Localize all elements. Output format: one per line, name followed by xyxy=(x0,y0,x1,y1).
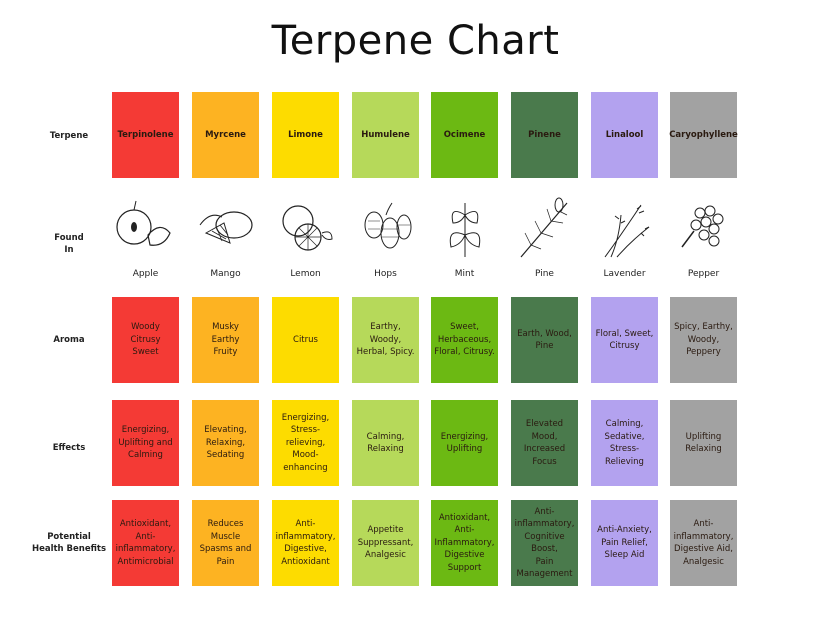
aroma-cell: Earth, Wood, Pine xyxy=(511,297,578,383)
aroma-cell: Musky Earthy Fruity xyxy=(192,297,259,383)
benefits-cell: Anti- inflammatory, Cognitive Boost, Pai… xyxy=(511,500,578,586)
aroma-cell: Citrus xyxy=(272,297,339,383)
benefits-cell: Anti- inflammatory, Digestive, Antioxida… xyxy=(272,500,339,586)
effects-cell: Energizing, Uplifting and Calming xyxy=(112,400,179,486)
row-label-found-in: Found In xyxy=(54,233,84,255)
mango-icon xyxy=(192,195,259,265)
benefits-cell: Reduces Muscle Spasms and Pain xyxy=(192,500,259,586)
found-in-label: Lavender xyxy=(603,269,646,279)
lemon-icon xyxy=(272,195,339,265)
terpene-name-cell: Ocimene xyxy=(431,92,498,178)
found-in-label: Hops xyxy=(374,269,397,279)
aroma-cell: Woody Citrusy Sweet xyxy=(112,297,179,383)
found-in-label: Pepper xyxy=(687,269,720,279)
row-label-benefits: Potential Health Benefits xyxy=(31,532,107,554)
found-in-label: Apple xyxy=(132,269,159,279)
lavender-icon xyxy=(591,195,658,265)
apple-icon xyxy=(112,195,179,265)
terpene-name-cell: Myrcene xyxy=(192,92,259,178)
effects-cell: Calming, Relaxing xyxy=(352,400,419,486)
benefits-cell: Anti-Anxiety, Pain Relief, Sleep Aid xyxy=(591,500,658,586)
found-in-label: Mango xyxy=(210,269,241,279)
aroma-cell: Earthy, Woody, Herbal, Spicy. xyxy=(352,297,419,383)
benefits-cell: Antioxidant, Anti- inflammatory, Antimic… xyxy=(112,500,179,586)
terpene-name-cell: Humulene xyxy=(352,92,419,178)
row-label-effects: Effects xyxy=(52,443,86,453)
terpene-name-cell: Limone xyxy=(272,92,339,178)
effects-cell: Energizing, Stress-relieving, Mood-enhan… xyxy=(272,400,339,486)
effects-cell: Calming, Sedative, Stress- Relieving xyxy=(591,400,658,486)
found-in-label: Mint xyxy=(454,269,475,279)
effects-cell: Elevating, Relaxing, Sedating xyxy=(192,400,259,486)
chart-title: Terpene Chart xyxy=(271,18,560,64)
terpene-name-cell: Terpinolene xyxy=(112,92,179,178)
benefits-cell: Antioxidant, Anti- Inflammatory, Digesti… xyxy=(431,500,498,586)
terpene-name-cell: Pinene xyxy=(511,92,578,178)
terpene-name-cell: Caryophyllene xyxy=(669,92,738,178)
aroma-cell: Sweet, Herbaceous, Floral, Citrusy. xyxy=(431,297,498,383)
aroma-cell: Spicy, Earthy, Woody, Peppery xyxy=(670,297,737,383)
found-in-label: Pine xyxy=(535,269,554,279)
found-in-label: Lemon xyxy=(290,269,321,279)
row-label-aroma: Aroma xyxy=(53,335,85,345)
hops-icon xyxy=(352,195,419,265)
benefits-cell: Appetite Suppressant, Analgesic xyxy=(352,500,419,586)
aroma-cell: Floral, Sweet, Citrusy xyxy=(591,297,658,383)
benefits-cell: Anti- inflammatory, Digestive Aid, Analg… xyxy=(670,500,737,586)
mint-icon xyxy=(431,195,498,265)
effects-cell: Elevated Mood, Increased Focus xyxy=(511,400,578,486)
pine-icon xyxy=(511,195,578,265)
row-label-terpene: Terpene xyxy=(49,131,89,141)
effects-cell: Energizing, Uplifting xyxy=(431,400,498,486)
effects-cell: Uplifting Relaxing xyxy=(670,400,737,486)
terpene-name-cell: Linalool xyxy=(591,92,658,178)
pepper-icon xyxy=(670,195,737,265)
